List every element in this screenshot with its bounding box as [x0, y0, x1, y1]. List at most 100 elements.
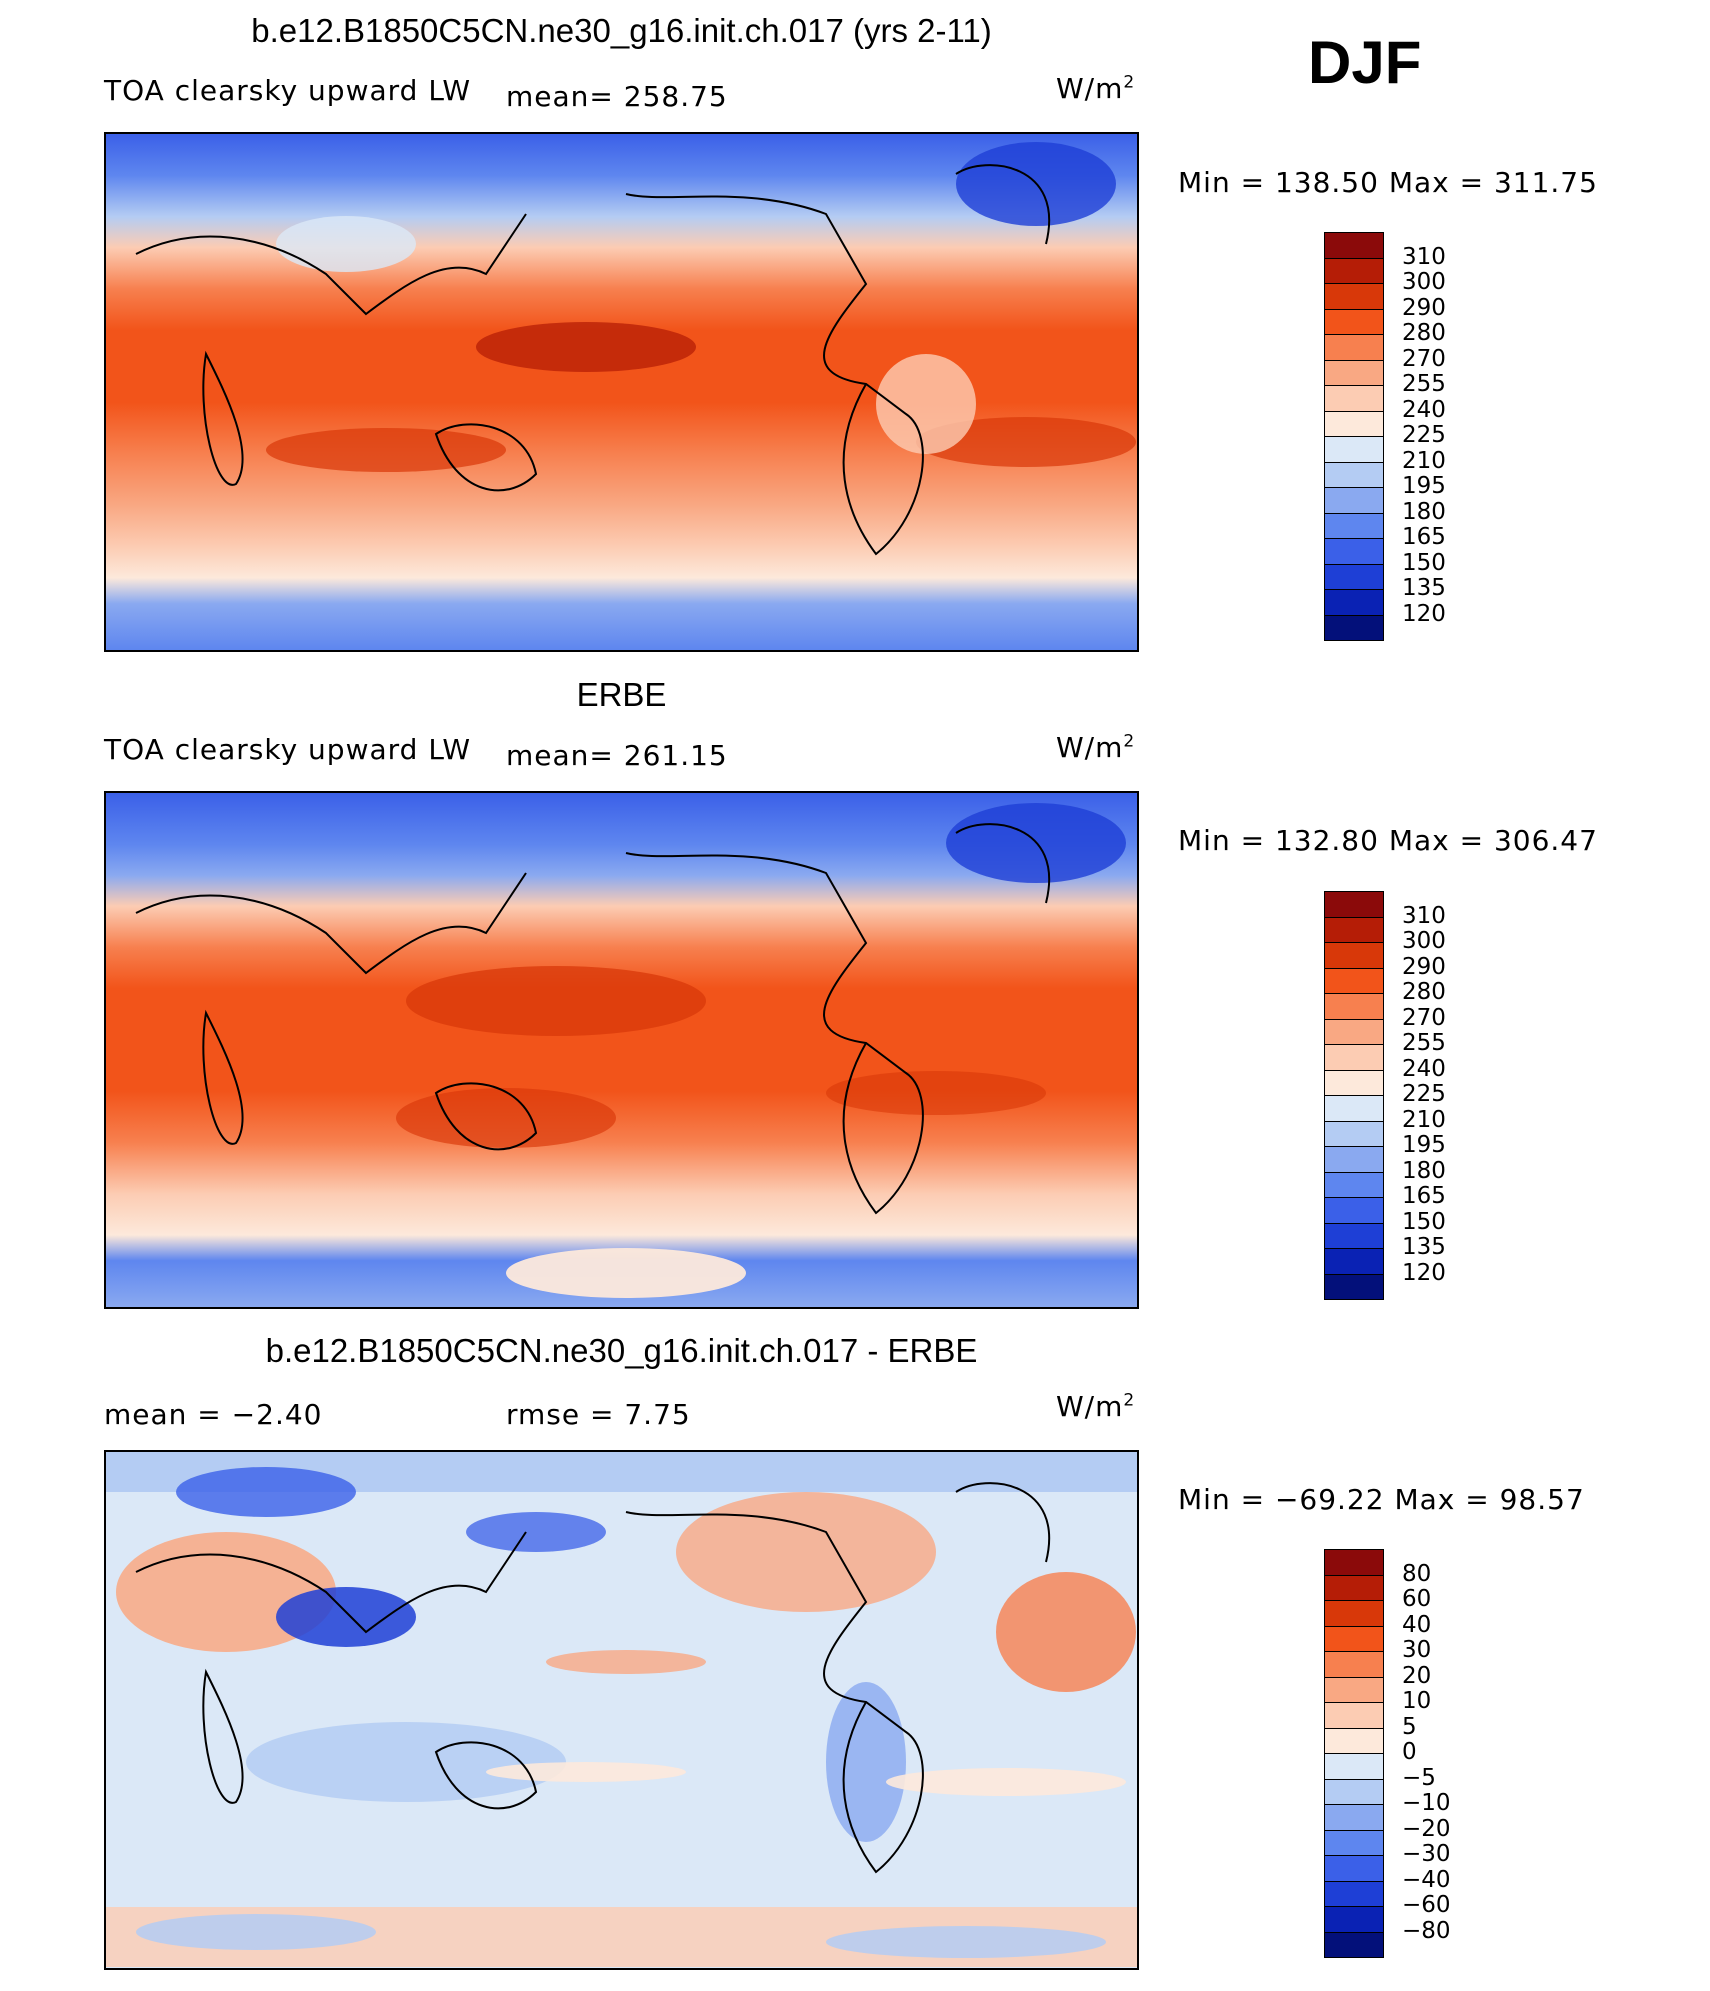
colorbar-swatch	[1324, 512, 1384, 539]
panel-3-minmax: Min = −69.22 Max = 98.57	[1178, 1483, 1585, 1516]
colorbar-tick-label: 150	[1402, 1208, 1446, 1235]
colorbar-tick-label: 290	[1402, 294, 1446, 321]
colorbar-swatch	[1324, 1549, 1384, 1576]
colorbar-swatch	[1324, 410, 1384, 437]
colorbar-swatch	[1324, 942, 1384, 969]
units-superscript: 2	[1123, 72, 1136, 93]
colorbar-tick-label: 300	[1402, 928, 1446, 954]
colorbar-tick-label: 150	[1402, 549, 1446, 576]
colorbar-swatch	[1324, 1069, 1384, 1096]
colorbar-tick-label: 195	[1402, 473, 1446, 499]
panel-3-mean: mean = −2.40	[104, 1398, 323, 1431]
colorbar-tick-label: 120	[1402, 600, 1446, 627]
colorbar-swatch	[1324, 257, 1384, 284]
map-observed	[104, 791, 1139, 1309]
colorbar-tick-label: −5	[1402, 1764, 1436, 1791]
colorbar-swatch	[1324, 1018, 1384, 1045]
colorbar-tick-label: 10	[1402, 1688, 1432, 1714]
colorbar-swatch	[1324, 1829, 1384, 1856]
colorbar-swatch	[1324, 967, 1384, 994]
colorbar-tick-label: 20	[1402, 1662, 1432, 1689]
colorbar-swatch	[1324, 1906, 1384, 1933]
colorbar-1: 310 300 290 280 270 255 240 225 210 195 180 165 150 1…	[1324, 232, 1446, 641]
panel-2-title: ERBE	[576, 676, 667, 713]
coastline-paths	[135, 1482, 1051, 1874]
colorbar-tick-label: 255	[1402, 371, 1446, 397]
colorbar-swatch	[1324, 1248, 1384, 1275]
colorbar-swatch	[1324, 1120, 1384, 1147]
colorbar-2: 310 300 290 280 270 255 240 225 210 195 180 165 150 1…	[1324, 891, 1446, 1300]
coastline-paths	[135, 823, 1051, 1215]
panel-1-variable: TOA clearsky upward LW	[104, 74, 472, 107]
colorbar-tick-label: −80	[1402, 1917, 1451, 1944]
colorbar-swatch	[1324, 1273, 1384, 1300]
colorbar-tick-label: 135	[1402, 1234, 1446, 1260]
colorbar-tick-label: −40	[1402, 1866, 1451, 1893]
panel-1-minmax: Min = 138.50 Max = 311.75	[1178, 166, 1598, 199]
colorbar-swatch	[1324, 1880, 1384, 1907]
colorbar-swatch	[1324, 461, 1384, 488]
colorbar-tick-label: 240	[1402, 1055, 1446, 1082]
colorbar-swatch	[1324, 359, 1384, 386]
colorbar-tick-label: 210	[1402, 1106, 1446, 1133]
colorbar-swatch	[1324, 916, 1384, 943]
colorbar-swatch	[1324, 1855, 1384, 1882]
colorbar-tick-label: 290	[1402, 953, 1446, 980]
colorbar-tick-label: 310	[1402, 902, 1446, 929]
season-label: DJF	[1308, 29, 1422, 96]
panel-3-title: b.e12.B1850C5CN.ne30_g16.init.ch.017 - E…	[265, 1332, 978, 1369]
colorbar-tick-label: 255	[1402, 1030, 1446, 1056]
colorbar-swatch	[1324, 1095, 1384, 1122]
colorbar-swatch	[1324, 1931, 1384, 1958]
map-model	[104, 132, 1139, 652]
colorbar-swatch	[1324, 487, 1384, 514]
panel-1-title: b.e12.B1850C5CN.ne30_g16.init.ch.017 (yr…	[251, 12, 992, 49]
panel-2-variable: TOA clearsky upward LW	[104, 733, 472, 766]
units-superscript: 2	[1123, 731, 1136, 752]
colorbar-swatch	[1324, 1676, 1384, 1703]
colorbar-swatch	[1324, 563, 1384, 590]
map-difference	[104, 1450, 1139, 1970]
colorbar-swatch	[1324, 1727, 1384, 1754]
units-text: W/m	[1056, 731, 1124, 764]
colorbar-tick-label: 280	[1402, 979, 1446, 1005]
colorbar-swatch	[1324, 614, 1384, 641]
units-text: W/m	[1056, 1390, 1124, 1423]
colorbar-swatch	[1324, 1600, 1384, 1627]
colorbar-tick-label: 120	[1402, 1259, 1446, 1286]
colorbar-swatch	[1324, 1574, 1384, 1601]
colorbar-tick-label: 135	[1402, 575, 1446, 601]
colorbar-tick-label: 195	[1402, 1132, 1446, 1158]
colorbar-tick-label: 5	[1402, 1713, 1417, 1740]
colorbar-tick-label: 80	[1402, 1560, 1432, 1587]
colorbar-swatch	[1324, 1804, 1384, 1831]
colorbar-swatch	[1324, 436, 1384, 463]
colorbar-swatch	[1324, 334, 1384, 361]
colorbar-swatch	[1324, 1702, 1384, 1729]
colorbar-swatch	[1324, 283, 1384, 310]
colorbar-swatch	[1324, 1044, 1384, 1071]
colorbar-tick-label: 60	[1402, 1586, 1432, 1612]
colorbar-swatch	[1324, 1651, 1384, 1678]
colorbar-swatch	[1324, 993, 1384, 1020]
panel-1-mean: mean= 258.75	[506, 80, 728, 113]
colorbar-tick-label: 240	[1402, 396, 1446, 423]
colorbar-tick-label: 310	[1402, 243, 1446, 270]
colorbar-tick-label: −60	[1402, 1892, 1451, 1918]
colorbar-tick-label: 30	[1402, 1637, 1432, 1663]
panel-3-rmse: rmse = 7.75	[506, 1398, 691, 1431]
colorbar-tick-label: 270	[1402, 345, 1446, 372]
colorbar-swatch	[1324, 891, 1384, 918]
colorbar-tick-label: 280	[1402, 320, 1446, 346]
colorbar-tick-label: 40	[1402, 1611, 1432, 1638]
colorbar-tick-label: 225	[1402, 422, 1446, 448]
units-superscript: 2	[1123, 1390, 1136, 1411]
colorbar-swatch	[1324, 1222, 1384, 1249]
colorbar-swatch	[1324, 1197, 1384, 1224]
colorbar-tick-label: 225	[1402, 1081, 1446, 1107]
colorbar-swatch	[1324, 538, 1384, 565]
colorbar-swatch	[1324, 1146, 1384, 1173]
colorbar-swatch	[1324, 1778, 1384, 1805]
colorbar-tick-label: 165	[1402, 524, 1446, 550]
colorbar-swatch	[1324, 589, 1384, 616]
